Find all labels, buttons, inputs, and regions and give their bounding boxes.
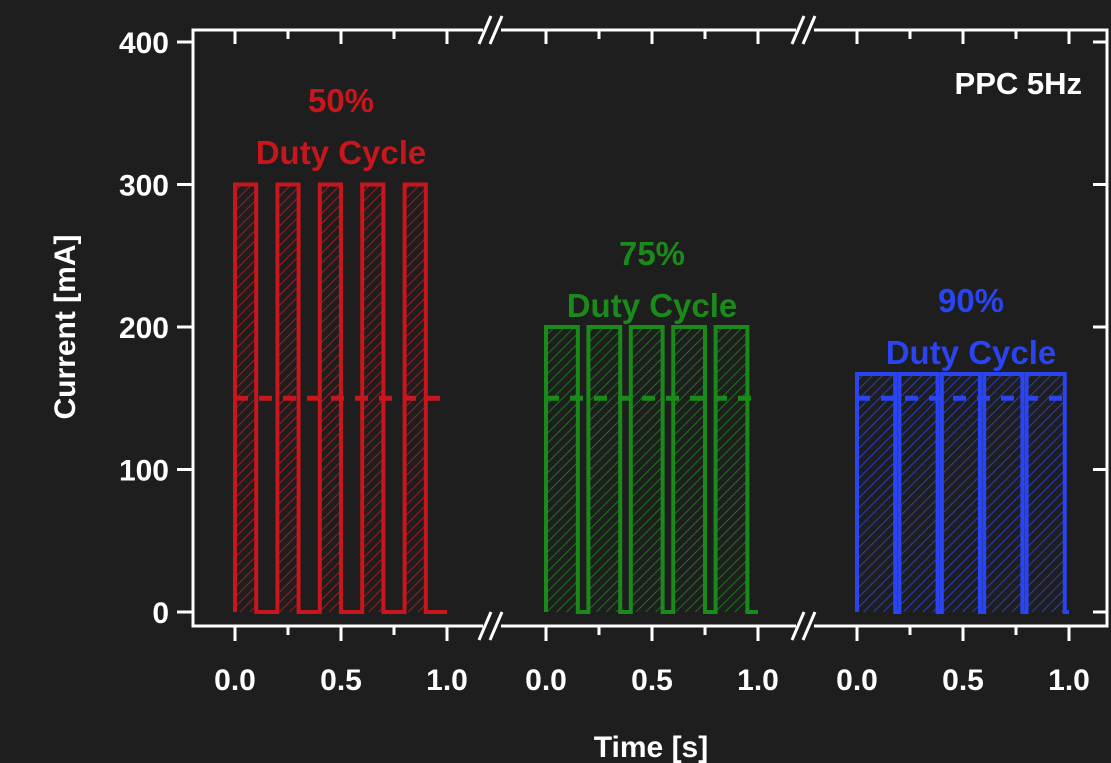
- pulse-fill: [546, 327, 578, 612]
- pulse-fill: [319, 184, 341, 612]
- axis-break-mark: [488, 611, 504, 641]
- axis-break-mark: [790, 611, 806, 641]
- axis-break-mark: [790, 15, 806, 45]
- series-label: 75%: [619, 235, 685, 272]
- x-tick-label: 0.5: [320, 664, 362, 697]
- y-tick-label: 100: [119, 455, 169, 488]
- pulse-fill: [984, 374, 1023, 612]
- x-tick-label: 0.0: [836, 664, 878, 697]
- x-tick-label: 0.0: [214, 664, 256, 697]
- x-tick-label: 0.5: [942, 664, 984, 697]
- pulse-fill: [1026, 374, 1065, 612]
- series-1: [233, 182, 447, 614]
- pulse-fill: [899, 374, 938, 612]
- x-tick-label: 1.0: [426, 664, 468, 697]
- series-label: Duty Cycle: [886, 334, 1057, 371]
- pulse-fill: [857, 374, 896, 612]
- series-layer: [233, 182, 1069, 614]
- x-tick-label: 1.0: [1048, 664, 1090, 697]
- axis-break-mark: [477, 15, 493, 45]
- x-tick-label: 0.0: [525, 664, 567, 697]
- pulse-fill: [588, 327, 621, 612]
- pulse-fill: [715, 327, 748, 612]
- x-tick-label: 1.0: [737, 664, 779, 697]
- pulse-outline: [544, 325, 758, 614]
- y-tick-label: 200: [119, 312, 169, 345]
- series-label: Duty Cycle: [256, 134, 427, 171]
- tick-layer: 0 100 200 300 400 0.0 0.5 1.0 0.0 0.5 1.0 0.0 0.5 1.0: [119, 27, 1107, 697]
- axis-break-mark: [801, 611, 817, 641]
- pulse-fill: [941, 374, 980, 612]
- pulse-fill: [630, 327, 663, 612]
- series-2: [544, 325, 758, 614]
- series-3: [855, 372, 1069, 614]
- y-tick-label: 0: [152, 597, 169, 630]
- pulse-fill: [673, 327, 705, 612]
- pulse-outline: [233, 182, 447, 614]
- axis-break-mark: [488, 15, 504, 45]
- corner-label: PPC 5Hz: [955, 66, 1082, 101]
- y-tick-label: 300: [119, 170, 169, 203]
- pulse-fill: [362, 184, 384, 612]
- y-axis-title: Current [mA]: [49, 235, 82, 420]
- series-label: 90%: [938, 282, 1004, 319]
- series-label: 50%: [308, 82, 374, 119]
- series-label: Duty Cycle: [567, 287, 738, 324]
- x-tick-label: 0.5: [631, 664, 673, 697]
- pulse-outline: [855, 372, 1069, 614]
- y-tick-label: 400: [119, 27, 169, 60]
- plot-frame: [191, 15, 1109, 641]
- annotations: 50% Duty Cycle 75% Duty Cycle 90% Duty Cycle: [256, 82, 1057, 371]
- x-axis-title: Time [s]: [594, 731, 708, 763]
- axis-break-mark: [801, 15, 817, 45]
- axis-break-mark: [477, 611, 493, 641]
